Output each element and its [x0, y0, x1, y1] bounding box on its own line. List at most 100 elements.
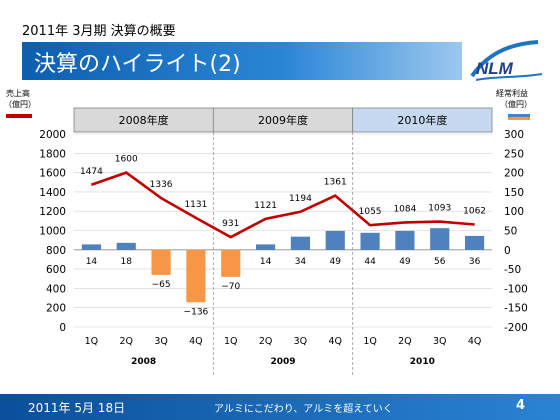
sales-data-label: 1474	[80, 167, 103, 177]
logo-underline-icon	[475, 73, 543, 81]
footer-date: 2011年 5月 18日	[28, 401, 126, 415]
period-header-label: 2010年度	[397, 113, 447, 127]
sales-data-label: 1093	[428, 204, 451, 214]
profit-data-label: 49	[399, 257, 411, 267]
left-tick-label: 1000	[39, 226, 66, 238]
logo-swoosh-icon	[470, 40, 539, 78]
profit-bar	[395, 230, 415, 250]
period-header-row: 2008年度 2009年度 2010年度	[73, 107, 493, 133]
data-labels: 1474 1600 1336 1131 931 1121 1194 1361 1055 1084 1…	[80, 155, 486, 318]
title-bar: 決算のハイライト(2)	[22, 42, 462, 80]
sales-data-label: 1336	[150, 180, 173, 190]
logo-text: NLM	[476, 59, 514, 78]
footer-bar: 2011年 5月 18日 アルミにこだわり、アルミを超えていく 4	[0, 394, 560, 420]
quarter-label: 3Q	[154, 336, 168, 347]
right-tick-label: -100	[504, 283, 528, 295]
sales-data-label: 1084	[393, 204, 416, 214]
profit-bar	[325, 230, 345, 250]
profit-data-label: 14	[260, 257, 272, 267]
quarter-label: 4Q	[468, 336, 482, 347]
profit-data-label: 49	[330, 257, 342, 267]
profit-bar	[186, 249, 206, 303]
left-tick-label: 0	[59, 322, 66, 334]
profit-bars	[81, 228, 485, 303]
right-axis-label-line2: （億円）	[500, 99, 532, 109]
left-tick-label: 2000	[39, 129, 66, 141]
sales-data-label: 1194	[289, 194, 312, 204]
page-number: 4	[516, 398, 526, 413]
profit-bar	[151, 249, 171, 275]
footer-slogan: アルミにこだわり、アルミを超えていく	[214, 404, 393, 415]
quarter-label: 2Q	[259, 336, 273, 347]
profit-bar	[256, 244, 276, 250]
left-tick-label: 1200	[39, 206, 66, 218]
left-axis-ticks: 0 200 400 600 800 1000 1200 1400 1600 1800 2000	[39, 129, 66, 334]
right-tick-label: 250	[504, 148, 524, 160]
profit-bar	[221, 249, 241, 277]
left-tick-label: 800	[46, 245, 66, 257]
profit-data-label: 14	[86, 257, 98, 267]
profit-data-label: −70	[221, 282, 240, 292]
profit-bar	[116, 242, 136, 250]
period-header-cell	[73, 107, 214, 133]
quarter-label: 4Q	[189, 336, 203, 347]
right-tick-label: 50	[504, 226, 517, 238]
slide-supertitle: 2011年 3月期 決算の概要	[22, 24, 176, 39]
right-tick-label: 100	[504, 206, 524, 218]
right-tick-label: -200	[504, 322, 528, 334]
profit-data-label: −136	[184, 307, 209, 317]
slide-title: 決算のハイライト(2)	[34, 52, 241, 77]
left-tick-label: 1600	[39, 168, 66, 180]
sales-data-label: 1121	[254, 201, 277, 211]
quarter-label: 2Q	[119, 336, 133, 347]
year-label: 2010	[410, 357, 435, 367]
sales-series-line	[90, 171, 475, 239]
right-tick-label: -150	[504, 303, 528, 315]
profit-data-label: 36	[469, 257, 481, 267]
right-axis-label-line1: 経常利益	[496, 88, 528, 98]
quarter-label: 1Q	[224, 336, 238, 347]
quarter-label: 3Q	[294, 336, 308, 347]
company-logo: NLM	[470, 40, 543, 81]
sales-line	[90, 171, 475, 239]
quarter-label: 4Q	[328, 336, 342, 347]
profit-data-label: 44	[364, 257, 376, 267]
right-tick-label: -50	[504, 264, 521, 276]
year-label: 2008	[131, 357, 156, 367]
left-tick-label: 600	[46, 264, 66, 276]
right-axis-title: 経常利益 （億円）	[496, 88, 532, 120]
left-tick-label: 1800	[39, 148, 66, 160]
period-header-cell	[212, 107, 354, 133]
left-axis-title: 売上高 （億円）	[4, 88, 36, 118]
left-tick-label: 400	[46, 283, 66, 295]
period-header-cell	[352, 107, 493, 133]
profit-data-label: 56	[434, 257, 446, 267]
chart: 売上高 （億円） 経常利益 （億円） 2008年度 2009年度 2010年度 0 2…	[4, 88, 532, 375]
right-tick-label: 200	[504, 168, 524, 180]
profit-bar	[81, 244, 101, 250]
sales-data-label: 1055	[359, 207, 382, 217]
right-tick-label: 150	[504, 187, 524, 199]
profit-bar	[430, 228, 450, 250]
sales-data-label: 1062	[463, 207, 486, 217]
sales-data-label: 931	[222, 219, 239, 229]
quarter-label: 3Q	[433, 336, 447, 347]
profit-legend-swatch-top	[508, 114, 530, 117]
year-label: 2009	[270, 357, 295, 367]
quarter-label: 1Q	[85, 336, 99, 347]
period-header-label: 2009年度	[258, 113, 308, 127]
period-header-label: 2008年度	[119, 113, 169, 127]
profit-bar	[360, 232, 380, 250]
profit-data-label: 34	[295, 257, 307, 267]
quarter-label: 1Q	[363, 336, 377, 347]
right-tick-label: 300	[504, 129, 524, 141]
left-tick-label: 200	[46, 303, 66, 315]
x-axis-labels: 1Q 2Q 3Q 4Q 1Q 2Q 3Q 4Q 1Q 2Q 3Q 4Q 2008 2009 2010	[85, 336, 482, 367]
profit-data-label: −65	[152, 280, 171, 290]
left-axis-label-line1: 売上高	[6, 88, 30, 98]
profit-legend-swatch-bottom	[508, 117, 530, 120]
sales-legend-swatch	[6, 114, 32, 118]
profit-bar	[290, 236, 310, 250]
profit-data-label: 18	[121, 257, 133, 267]
left-tick-label: 1400	[39, 187, 66, 199]
